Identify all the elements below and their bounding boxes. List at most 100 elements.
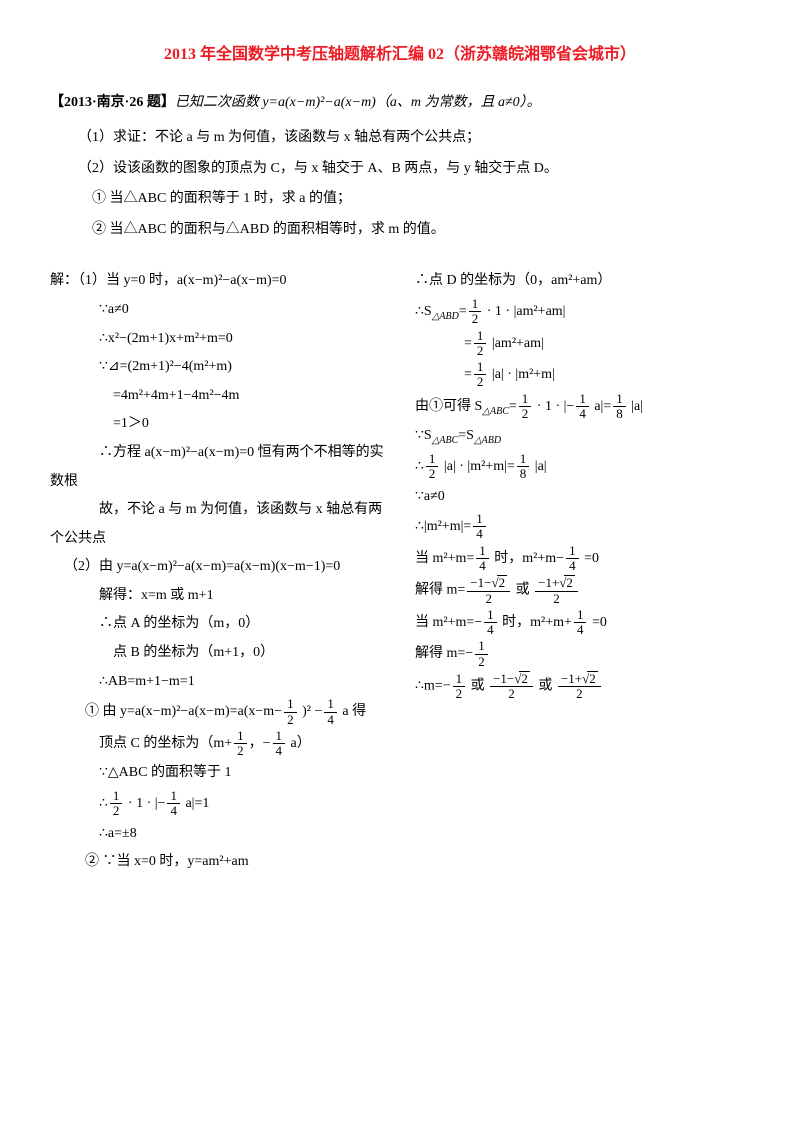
- question-2: （2）设该函数的图象的顶点为 C，与 x 轴交于 A、B 两点，与 y 轴交于点…: [50, 156, 750, 183]
- sol-line: ① 由 y=a(x−m)²−a(x−m)=a(x−m−12 )² −14 a 得: [50, 697, 385, 727]
- text: a）: [287, 736, 311, 751]
- fraction: 12: [110, 789, 123, 819]
- sol-line: ∴S△ABD=12 · 1 · |am²+am|: [415, 297, 750, 327]
- text: =0: [588, 615, 606, 630]
- sol-line: ∵S△ABC=S△ABD: [415, 423, 750, 450]
- sol-line: 当 m²+m=14 时，m²+m−14 =0: [415, 544, 750, 574]
- sol-line: 解得 m=−1−√22 或 −1+√22: [415, 575, 750, 606]
- sol-line: ∴|m²+m|=14: [415, 512, 750, 542]
- text: |am²+am|: [488, 336, 543, 351]
- text: ∵S: [415, 428, 432, 443]
- fraction: 12: [284, 697, 297, 727]
- text: 由①可得 S: [415, 399, 482, 414]
- text: |a| · |m²+m|=: [440, 459, 514, 474]
- subscript: △ABC: [482, 406, 509, 417]
- sol-line: =1＞0: [50, 411, 385, 438]
- text: · 1 · |−: [124, 796, 165, 811]
- left-column: 解：（1）当 y=0 时，a(x−m)²−a(x−m)=0 ∵a≠0 ∴x²−(…: [50, 268, 385, 877]
- text: 解得 m=−: [415, 647, 473, 662]
- problem-tag: 【2013·南京·26 题】: [50, 95, 175, 110]
- question-2a: ① 当△ABC 的面积等于 1 时，求 a 的值；: [50, 186, 750, 213]
- subscript: △ABD: [474, 435, 501, 446]
- fraction: −1+√22: [558, 671, 601, 702]
- text: · 1 · |−: [533, 399, 574, 414]
- sol-line: ② ∵当 x=0 时，y=am²+am: [50, 849, 385, 876]
- fraction: 12: [474, 360, 487, 390]
- sol-line: =4m²+4m+1−4m²−4m: [50, 383, 385, 410]
- sol-line: 解：（1）当 y=0 时，a(x−m)²−a(x−m)=0: [50, 268, 385, 295]
- fraction: 14: [476, 544, 489, 574]
- fraction: −1−√22: [490, 671, 533, 702]
- sol-line: （2）由 y=a(x−m)²−a(x−m)=a(x−m)(x−m−1)=0: [50, 554, 385, 581]
- sol-line: 解得 m=−12: [415, 639, 750, 669]
- fraction: 18: [613, 392, 626, 422]
- text: ① 由 y=a(x−m)²−a(x−m)=a(x−m−: [85, 704, 282, 719]
- text: )² −: [299, 704, 323, 719]
- sol-line: 由①可得 S△ABC=12 · 1 · |−14 a|=18 |a|: [415, 392, 750, 422]
- fraction: 12: [474, 329, 487, 359]
- text: 顶点 C 的坐标为（m+: [99, 736, 232, 751]
- text: ∴S: [415, 304, 432, 319]
- sol-line: ∴点 A 的坐标为（m，0）: [50, 611, 385, 638]
- sol-line: 数根: [50, 469, 385, 496]
- sol-line: =12 |a| · |m²+m|: [415, 360, 750, 390]
- right-column: ∴点 D 的坐标为（0，am²+am） ∴S△ABD=12 · 1 · |am²…: [415, 268, 750, 877]
- fraction: 12: [453, 672, 466, 702]
- fraction: 14: [273, 729, 286, 759]
- fraction: 14: [167, 789, 180, 819]
- sol-line: ∴m=−12 或 −1−√22 或 −1+√22: [415, 671, 750, 702]
- text: =: [464, 336, 472, 351]
- sol-line: ∴12 |a| · |m²+m|=18 |a|: [415, 452, 750, 482]
- problem-header: 【2013·南京·26 题】已知二次函数 y=a(x−m)²−a(x−m)（a、…: [50, 90, 750, 117]
- fraction: 14: [324, 697, 337, 727]
- sol-line: ∴x²−(2m+1)x+m²+m=0: [50, 326, 385, 353]
- text: |a| · |m²+m|: [488, 367, 554, 382]
- text: · 1 · |am²+am|: [483, 304, 565, 319]
- sol-line: ∴点 D 的坐标为（0，am²+am）: [415, 268, 750, 295]
- solution-columns: 解：（1）当 y=0 时，a(x−m)²−a(x−m)=0 ∵a≠0 ∴x²−(…: [50, 268, 750, 877]
- text: |a|: [628, 399, 643, 414]
- sol-line: 故，不论 a 与 m 为何值，该函数与 x 轴总有两: [50, 497, 385, 524]
- sol-line: 解得：x=m 或 m+1: [50, 583, 385, 610]
- subscript: △ABD: [432, 311, 459, 322]
- text: ∴: [99, 796, 108, 811]
- fraction: 12: [426, 452, 439, 482]
- fraction: 12: [519, 392, 532, 422]
- text: a|=1: [182, 796, 209, 811]
- text: 解得 m=: [415, 583, 465, 598]
- fraction: −1+√22: [535, 575, 578, 606]
- text: 时，m²+m+: [499, 615, 572, 630]
- text: a|=: [591, 399, 611, 414]
- sol-line: 个公共点: [50, 526, 385, 553]
- sol-line: ∴方程 a(x−m)²−a(x−m)=0 恒有两个不相等的实: [50, 440, 385, 467]
- page-title: 2013 年全国数学中考压轴题解析汇编 02（浙苏赣皖湘鄂省会城市）: [50, 40, 750, 70]
- text: ∴: [415, 459, 424, 474]
- text: |a|: [531, 459, 546, 474]
- text: a 得: [339, 704, 366, 719]
- fraction: 18: [517, 452, 530, 482]
- fraction: 14: [576, 392, 589, 422]
- sol-line: ∴a=±8: [50, 821, 385, 848]
- fraction: 14: [484, 608, 497, 638]
- sol-line: 当 m²+m=−14 时，m²+m+14 =0: [415, 608, 750, 638]
- sol-line: ∵⊿=(2m+1)²−4(m²+m): [50, 354, 385, 381]
- fraction: 14: [574, 608, 587, 638]
- text: =: [464, 367, 472, 382]
- text: 时，m²+m−: [491, 551, 564, 566]
- text: ∴m=−: [415, 679, 451, 694]
- text: =: [509, 399, 517, 414]
- text: =: [459, 304, 467, 319]
- sol-line: 顶点 C 的坐标为（m+12，−14 a）: [50, 729, 385, 759]
- text: ，−: [249, 736, 271, 751]
- subscript: △ABC: [432, 435, 459, 446]
- fraction: 12: [469, 297, 482, 327]
- sol-line: ∴12 · 1 · |−14 a|=1: [50, 789, 385, 819]
- text: 当 m²+m=−: [415, 615, 482, 630]
- sol-line: 点 B 的坐标为（m+1，0）: [50, 640, 385, 667]
- text: 或: [535, 679, 556, 694]
- sol-line: =12 |am²+am|: [415, 329, 750, 359]
- fraction: 12: [475, 639, 488, 669]
- text: 当 m²+m=: [415, 551, 474, 566]
- text: 或: [467, 679, 488, 694]
- text: ∴|m²+m|=: [415, 519, 471, 534]
